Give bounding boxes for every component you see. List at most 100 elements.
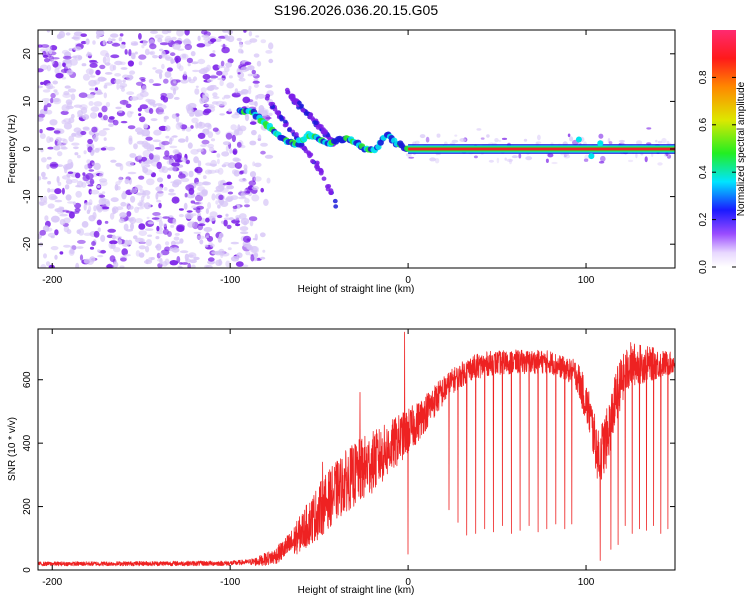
- spectrogram-noise-blob: [39, 133, 46, 140]
- spectrogram-noise-blob: [255, 95, 259, 100]
- spectrogram-noise-blob: [162, 223, 168, 228]
- spectrogram-noise-blob: [174, 232, 180, 236]
- spectrogram-noise-blob: [152, 83, 162, 86]
- spectrogram-noise-blob: [54, 188, 62, 195]
- spectrogram-noise-blob: [230, 255, 240, 262]
- spectrogram-noise-blob: [52, 80, 58, 85]
- spectrogram-noise-blob: [264, 84, 273, 89]
- spectrogram-noise-blob: [125, 103, 132, 109]
- spectrogram-noise-blob: [76, 180, 84, 188]
- spectrogram-noise-blob: [80, 40, 87, 45]
- spectrogram-noise-blob: [223, 66, 230, 73]
- spectrogram-noise-blob: [120, 120, 128, 124]
- spectrogram-branch-blob: [265, 93, 271, 99]
- spectrogram-noise-blob: [77, 55, 83, 60]
- spectrogram-noise-blob: [218, 239, 222, 243]
- spectrogram-noise-blob: [196, 148, 204, 153]
- spectrogram-noise-blob: [190, 200, 195, 204]
- spectrogram-noise-blob: [53, 98, 60, 103]
- spectrogram-noise-blob: [205, 217, 210, 223]
- spectrogram-noise-blob: [217, 183, 225, 190]
- spectrogram-noise-blob: [204, 169, 213, 175]
- spectrogram-noise-blob: [646, 127, 652, 130]
- spectrogram-noise-blob: [226, 224, 232, 229]
- spectrogram-noise-blob: [129, 96, 139, 101]
- spectrogram-noise-blob: [206, 64, 211, 72]
- spectrogram-noise-blob: [236, 204, 240, 208]
- spectrogram-noise-blob: [71, 142, 80, 146]
- spectrogram-noise-blob: [227, 162, 237, 169]
- spectrogram-noise-blob: [184, 30, 190, 36]
- spectrogram-noise-blob: [207, 143, 215, 149]
- spectrogram-noise-blob: [138, 33, 142, 40]
- spectrogram-noise-blob: [657, 162, 663, 166]
- spectrogram-noise-blob: [73, 46, 82, 51]
- spectrogram-noise: [38, 30, 675, 268]
- spectrogram-noise-blob: [202, 181, 211, 186]
- spectrogram-noise-blob: [159, 72, 163, 80]
- spectrogram-noise-blob: [137, 202, 143, 207]
- spectrogram-noise-blob: [162, 96, 169, 103]
- spectrogram-noise-blob: [225, 260, 231, 268]
- spectrogram-noise-blob: [260, 187, 265, 193]
- spectrogram-noise-blob: [72, 55, 78, 59]
- spectrogram-noise-blob: [175, 122, 182, 130]
- spectrogram-noise-blob: [265, 50, 273, 54]
- spectrogram-branch-blob: [314, 162, 320, 167]
- spectrogram-noise-blob: [173, 179, 182, 186]
- spectrogram-noise-blob: [164, 71, 172, 78]
- spectrogram-noise-blob: [67, 88, 77, 93]
- spectrogram-noise-blob: [139, 104, 149, 110]
- spectrogram-noise-blob: [44, 58, 50, 63]
- spectrogram-noise-blob: [104, 72, 113, 75]
- spectrogram-noise-blob: [156, 225, 160, 232]
- spectrogram-noise-blob: [67, 159, 73, 165]
- spectrogram-noise-blob: [38, 68, 44, 73]
- spectrogram-noise-blob: [40, 264, 47, 268]
- spectrogram-noise-blob: [57, 181, 62, 186]
- spectrogram-noise-blob: [259, 232, 266, 238]
- spectrogram-ytick-label: 0: [22, 146, 33, 152]
- spectrogram-noise-blob: [118, 37, 123, 42]
- spectrogram-noise-blob: [203, 227, 213, 232]
- spectrogram-noise-blob: [145, 239, 152, 247]
- spectrogram-noise-blob: [196, 121, 206, 129]
- spectrogram-noise-blob: [177, 48, 185, 51]
- spectrogram-noise-blob: [41, 157, 47, 163]
- spectrogram-noise-blob: [38, 44, 43, 48]
- spectrogram-noise-blob: [100, 206, 110, 210]
- spectrogram-noise-blob: [130, 52, 136, 60]
- spectrogram-noise-blob: [47, 84, 51, 89]
- spectrogram-noise-blob: [207, 85, 215, 91]
- spectrogram-noise-blob: [73, 127, 82, 133]
- spectrogram-noise-blob: [198, 190, 208, 197]
- spectrogram-noise-blob: [174, 241, 181, 245]
- spectrogram-noise-blob: [39, 129, 43, 134]
- spectrogram-noise-blob: [61, 187, 65, 195]
- spectrogram-branch-blob: [333, 204, 339, 209]
- spectrogram-noise-blob: [172, 135, 178, 138]
- spectrogram-noise-blob: [146, 195, 150, 200]
- spectrogram-noise-blob: [164, 35, 172, 44]
- spectrogram-noise-blob: [135, 250, 141, 257]
- spectrogram-noise-blob: [193, 231, 202, 235]
- spectrogram-noise-blob: [100, 249, 106, 254]
- spectrogram-noise-blob: [233, 170, 240, 177]
- spectrogram-noise-blob: [240, 231, 249, 235]
- spectrogram-noise-blob: [139, 116, 146, 123]
- spectrogram-noise-blob: [155, 69, 163, 74]
- spectrogram-noise-blob: [217, 64, 223, 69]
- spectrogram-noise-blob: [221, 151, 230, 157]
- spectrogram-noise-blob: [94, 147, 100, 153]
- spectrogram-noise-blob: [203, 108, 212, 114]
- spectrogram-noise-blob: [239, 226, 249, 232]
- spectrogram-noise-blob: [225, 145, 229, 152]
- spectrogram-noise-blob: [208, 146, 215, 153]
- spectrogram-noise-blob: [73, 31, 83, 36]
- spectrogram-noise-blob: [171, 196, 180, 204]
- spectrogram-noise-blob: [234, 88, 239, 94]
- spectrogram-noise-blob: [206, 128, 210, 132]
- spectrogram-noise-blob: [221, 46, 230, 54]
- spectrogram-noise-blob: [125, 161, 134, 167]
